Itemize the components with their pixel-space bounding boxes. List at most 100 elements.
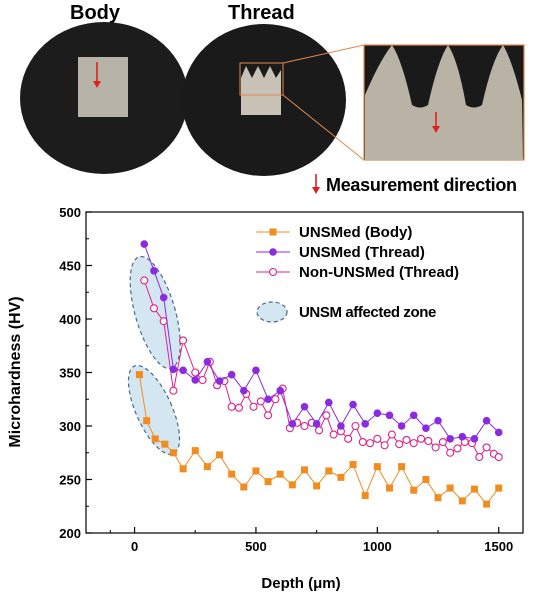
data-point [256,397,265,406]
thread-photo-label: Thread [228,2,295,24]
data-point [494,452,503,462]
data-point [337,422,345,430]
data-point [373,409,382,417]
data-point [482,416,491,425]
x-tick-label: 1500 [484,539,513,554]
y-tick-label: 400 [59,312,81,327]
zoom-connector-top [282,44,365,64]
data-point [300,421,309,431]
data-point [234,403,243,412]
y-tick-label: 350 [59,366,81,381]
chart: 0 500 1000 1500 200 250 300 350 400 450 500 UNSMed… [7,205,524,592]
data-point [385,411,394,420]
series-layer [135,240,503,508]
data-point [143,417,151,425]
data-point [240,386,248,395]
series-unsmed-thread [140,240,503,443]
data-point [397,422,406,430]
data-point [264,411,273,420]
data-point [227,402,236,411]
data-point [422,424,430,432]
data-point [446,484,454,492]
data-point [140,240,149,248]
data-point [385,484,393,492]
data-point [351,421,360,431]
data-point [431,443,440,452]
data-point [495,484,503,492]
data-point [135,371,143,379]
data-point [215,377,224,385]
data-point [252,366,260,375]
data-point [301,466,308,474]
data-point [434,416,442,425]
data-point [483,500,491,508]
legend-affected-zone-swatch [256,301,288,323]
x-axis-label: Depth (μm) [261,575,340,592]
data-point [475,452,484,462]
data-point [203,463,211,471]
data-point [249,402,258,411]
data-point [361,492,369,500]
data-point [446,435,454,443]
data-point [191,368,200,377]
data-point [203,358,212,366]
data-point [169,449,177,457]
y-tick-label: 200 [59,526,81,541]
data-point [140,276,149,285]
data-point [191,447,199,455]
data-point [269,228,277,236]
data-point [470,435,479,443]
affected-zone-layer [127,255,181,456]
body-photo-label: Body [70,2,120,24]
axis-layer: 0 500 1000 1500 200 250 300 350 400 450 500 [59,205,513,554]
data-point [228,470,236,478]
data-point [365,439,375,448]
data-point [227,370,236,379]
data-point [337,473,345,481]
data-point [358,437,367,447]
data-point [438,437,447,447]
data-point [276,470,284,478]
x-tick-label: 0 [131,539,138,554]
data-point [179,336,188,345]
y-tick-label: 300 [59,419,81,434]
data-point [344,434,353,443]
data-point [151,435,159,443]
data-point [422,476,430,483]
affected-zone-ellipse-body [127,364,181,456]
data-point [300,402,309,411]
data-point [159,293,168,302]
x-tick-label: 500 [245,539,267,554]
data-point [329,430,338,439]
data-point [312,420,321,428]
data-point [416,434,426,443]
data-point [373,463,381,471]
thread-sample-specimen [241,66,281,115]
data-point [398,463,406,471]
data-point [288,481,296,489]
data-point [458,497,466,505]
data-point [198,375,207,385]
data-point [361,420,369,428]
y-tick-label: 250 [59,473,81,488]
data-point [179,465,187,473]
measurement-direction-arrowhead [312,187,320,194]
data-point [395,440,404,449]
data-point [482,443,491,452]
y-tick-label: 450 [59,259,81,274]
data-point [216,451,224,459]
legend-affected-zone-label: UNSM affected zone [299,304,436,321]
legend-entry: UNSMed (Body) [299,224,412,241]
legend-entry: UNSMed (Thread) [299,244,425,261]
data-point [324,398,333,407]
data-point [322,411,331,420]
data-point [349,400,357,409]
data-point [325,467,333,475]
x-tick-label: 1000 [363,539,392,554]
data-point [387,430,396,439]
data-point [271,395,280,404]
data-point [424,436,433,446]
body-direction-arrowhead [93,81,101,88]
data-point [264,478,272,486]
